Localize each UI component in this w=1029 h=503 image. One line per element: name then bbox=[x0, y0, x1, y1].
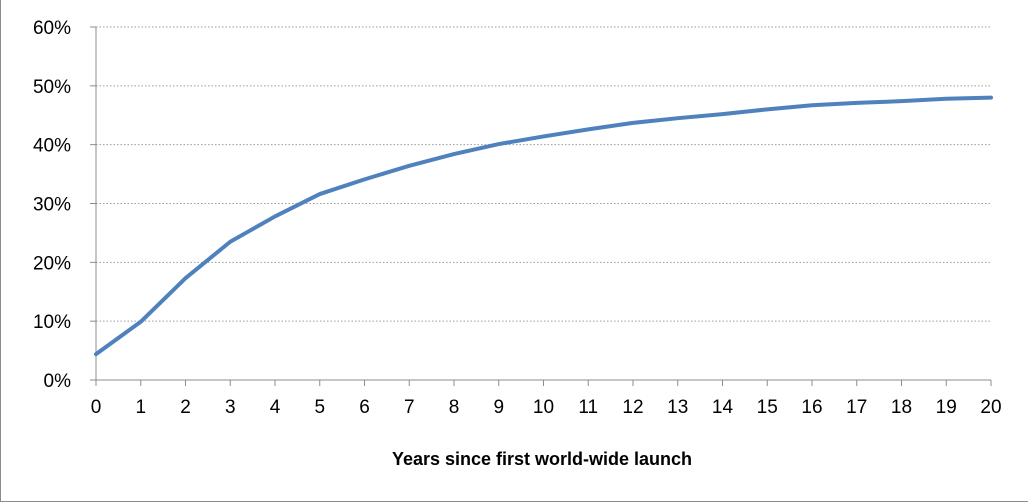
y-tick-label: 60% bbox=[33, 18, 71, 39]
x-tick-label: 13 bbox=[667, 397, 688, 418]
x-tick-label: 17 bbox=[846, 397, 867, 418]
x-tick-label: 16 bbox=[801, 397, 822, 418]
y-axis-tick-labels: 0% 10% 20% 30% 40% 50% 60% bbox=[33, 18, 71, 392]
y-tick-label: 50% bbox=[33, 77, 71, 98]
x-tick-label: 3 bbox=[225, 397, 236, 418]
x-tick-label: 14 bbox=[712, 397, 734, 418]
y-tick-label: 20% bbox=[33, 253, 71, 274]
x-tick-label: 18 bbox=[891, 397, 912, 418]
axes bbox=[90, 26, 992, 386]
x-tick-label: 9 bbox=[493, 397, 504, 418]
x-tick-label: 11 bbox=[578, 397, 598, 418]
y-tick-label: 40% bbox=[33, 136, 71, 157]
x-tick-label: 7 bbox=[404, 397, 415, 418]
x-tick-label: 20 bbox=[980, 397, 1001, 418]
y-tick-label: 10% bbox=[33, 312, 71, 333]
series-line bbox=[94, 95, 993, 357]
x-tick-label: 10 bbox=[533, 397, 554, 418]
y-tick-label: 30% bbox=[33, 195, 71, 216]
gridlines bbox=[96, 26, 991, 322]
x-tick-label: 1 bbox=[135, 397, 146, 418]
x-tick-label: 5 bbox=[314, 397, 325, 418]
x-axis-tick-labels: 0 1 2 3 4 5 6 7 8 9 10 11 12 13 14 15 16 17 18 19 20 bbox=[91, 397, 1002, 418]
x-tick-label: 8 bbox=[449, 397, 460, 418]
series bbox=[94, 95, 993, 357]
x-tick-label: 15 bbox=[757, 397, 778, 418]
x-tick-label: 19 bbox=[936, 397, 957, 418]
x-axis-title: Years since first world-wide launch bbox=[392, 449, 692, 469]
y-tick-label: 0% bbox=[44, 371, 72, 392]
x-tick-label: 0 bbox=[91, 397, 102, 418]
x-tick-label: 4 bbox=[270, 397, 281, 418]
x-tick-label: 2 bbox=[180, 397, 191, 418]
x-tick-label: 6 bbox=[359, 397, 370, 418]
x-tick-label: 12 bbox=[622, 397, 643, 418]
